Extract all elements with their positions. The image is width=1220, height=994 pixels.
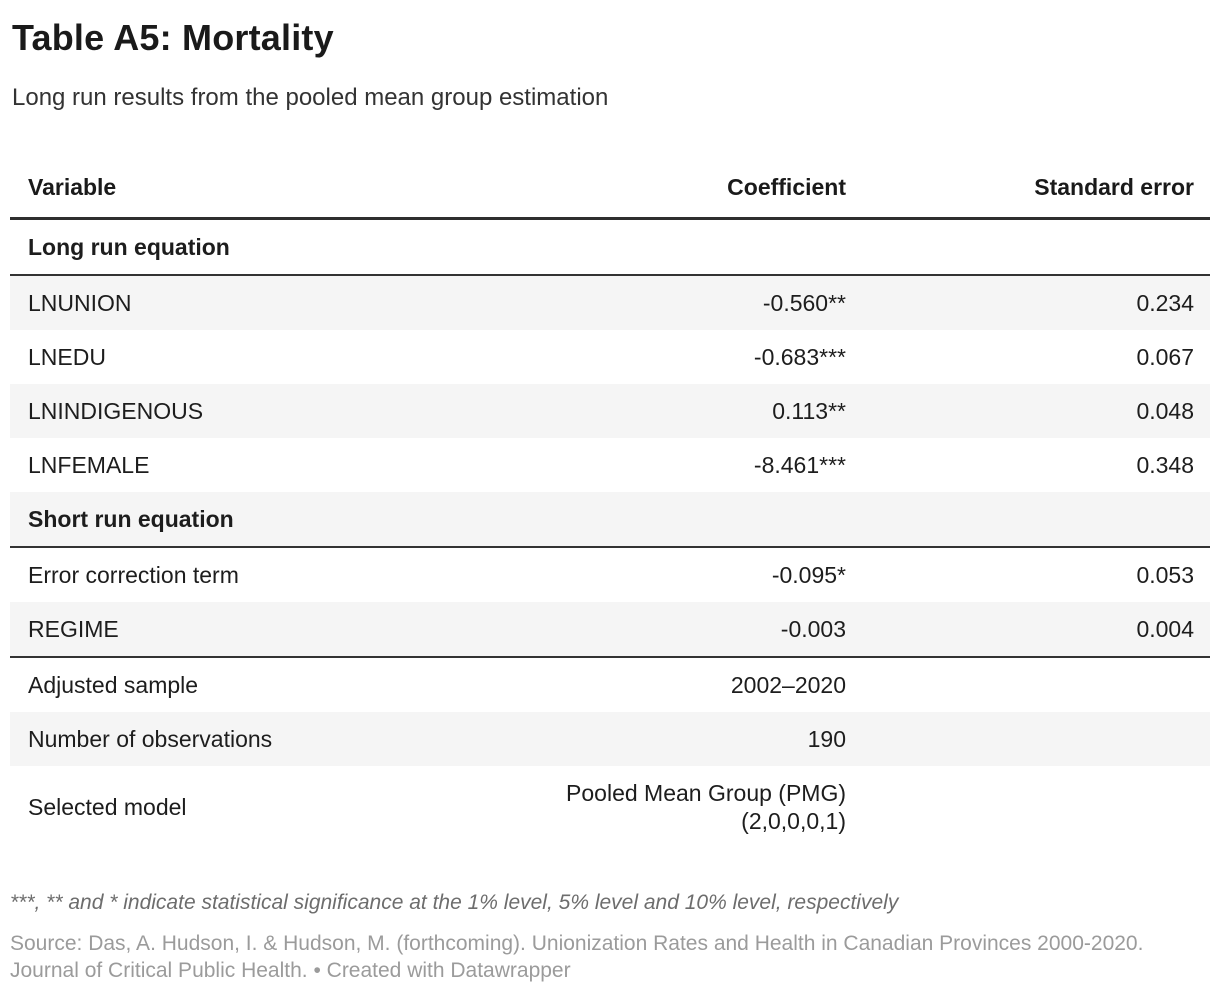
coefficient-value: -0.003 <box>490 602 862 658</box>
table-row-regime: REGIME -0.003 0.004 <box>10 602 1210 658</box>
row-label: Adjusted sample <box>28 672 199 698</box>
coefficient-value: -0.095* <box>771 562 846 588</box>
table-row-adjusted-sample: Adjusted sample 2002–2020 <box>10 657 1210 712</box>
row-label: Selected model <box>28 794 187 820</box>
standard-error-value: 0.004 <box>862 602 1210 658</box>
coefficient-value: -0.683*** <box>753 344 846 370</box>
coefficient-value: -8.461*** <box>753 452 846 478</box>
source-line-2: Journal of Critical Public Health. • Cre… <box>10 959 571 982</box>
row-label: REGIME <box>10 602 490 658</box>
row-label: LNEDU <box>28 344 106 370</box>
table-row-lnindigenous: LNINDIGENOUS 0.113** 0.048 <box>10 384 1210 438</box>
column-header-standard-error: Standard error <box>862 159 1210 220</box>
section-row-long-run-equation: Long run equation <box>10 218 1210 276</box>
row-label: LNINDIGENOUS <box>10 384 490 438</box>
standard-error-value <box>862 766 1210 848</box>
column-header-coefficient: Coefficient <box>490 159 862 220</box>
standard-error-value <box>862 657 1210 712</box>
standard-error-value: 0.234 <box>862 275 1210 330</box>
standard-error-value <box>862 712 1210 766</box>
table-row-lnedu: LNEDU -0.683*** 0.067 <box>10 330 1210 384</box>
standard-error-value: 0.067 <box>1136 344 1194 370</box>
coefficient-value: 0.113** <box>490 384 862 438</box>
standard-error-value: 0.348 <box>1136 452 1194 478</box>
source-line-1: Source: Das, A. Hudson, I. & Hudson, M. … <box>10 932 1144 955</box>
row-label: Error correction term <box>28 562 239 588</box>
page-title: Table A5: Mortality <box>12 17 334 58</box>
standard-error-value: 0.053 <box>1136 562 1194 588</box>
section-row-short-run-equation: Short run equation <box>10 492 1210 548</box>
significance-note: ***, ** and * indicate statistical signi… <box>10 891 899 914</box>
row-label: Number of observations <box>10 712 490 766</box>
results-table: Variable Coefficient Standard error Long… <box>10 159 1210 848</box>
table-row-error-correction-term: Error correction term -0.095* 0.053 <box>10 547 1210 602</box>
selected-model-line-2: (2,0,0,0,1) <box>741 808 846 834</box>
table-row-lnunion: LNUNION -0.560** 0.234 <box>10 275 1210 330</box>
section-label: Long run equation <box>10 218 1210 276</box>
standard-error-value: 0.048 <box>862 384 1210 438</box>
table-row-number-of-observations: Number of observations 190 <box>10 712 1210 766</box>
selected-model-line-1: Pooled Mean Group (PMG) <box>566 780 846 806</box>
row-label: LNFEMALE <box>28 452 150 478</box>
coefficient-value: -0.560** <box>490 275 862 330</box>
source-attribution: Source: Das, A. Hudson, I. & Hudson, M. … <box>10 930 1210 984</box>
coefficient-value: Pooled Mean Group (PMG) (2,0,0,0,1) <box>490 766 862 848</box>
row-label: LNUNION <box>10 275 490 330</box>
header-row: Variable Coefficient Standard error <box>10 159 1210 220</box>
table-row-selected-model: Selected model Pooled Mean Group (PMG) (… <box>10 766 1210 848</box>
page-subtitle: Long run results from the pooled mean gr… <box>12 84 609 111</box>
table-row-lnfemale: LNFEMALE -8.461*** 0.348 <box>10 438 1210 492</box>
coefficient-value: 2002–2020 <box>730 672 846 698</box>
section-label: Short run equation <box>10 492 1210 548</box>
coefficient-value: 190 <box>490 712 862 766</box>
column-header-variable: Variable <box>10 159 490 220</box>
